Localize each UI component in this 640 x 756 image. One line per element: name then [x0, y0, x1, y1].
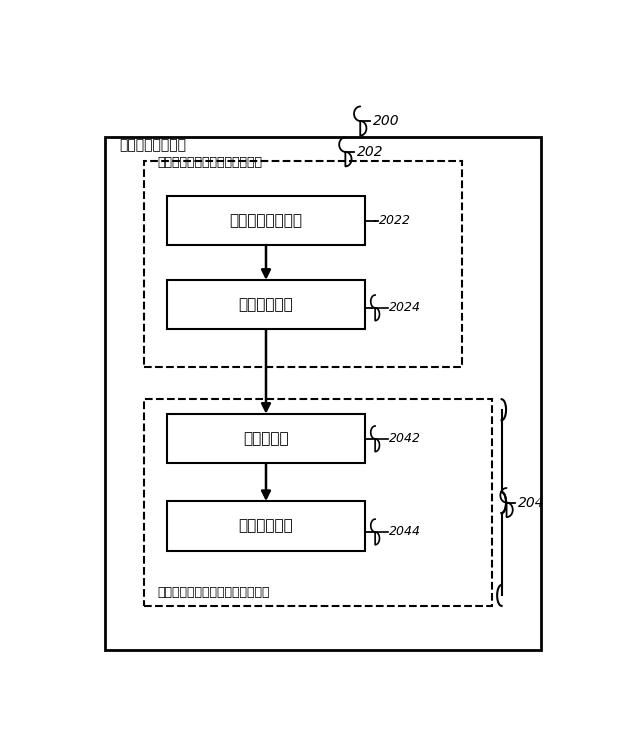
Text: 2044: 2044 — [389, 525, 421, 538]
Bar — [145, 399, 492, 606]
Text: 200: 200 — [372, 114, 399, 128]
Text: オーディオ・コンテンツ分類器: オーディオ・コンテンツ分類器 — [157, 156, 262, 169]
Text: 2022: 2022 — [379, 214, 411, 227]
Bar — [167, 280, 365, 330]
Text: オーディオ・コンテキスト分類器: オーディオ・コンテキスト分類器 — [157, 586, 269, 599]
Bar — [167, 414, 365, 463]
Text: 2024: 2024 — [389, 302, 421, 314]
Bar — [145, 160, 462, 367]
Text: 204: 204 — [518, 496, 545, 510]
Text: 統計抜出器: 統計抜出器 — [243, 431, 289, 446]
Text: 202: 202 — [356, 145, 383, 159]
Bar — [105, 138, 541, 649]
Text: 長期的分類器: 長期的分類器 — [239, 519, 293, 533]
Text: 2042: 2042 — [389, 432, 421, 445]
Bar — [167, 501, 365, 550]
Text: 短期的分類器: 短期的分類器 — [239, 297, 293, 312]
Bar — [167, 196, 365, 245]
Text: 短期的特徴抜出器: 短期的特徴抜出器 — [230, 212, 303, 228]
Text: オーディオ分類器: オーディオ分類器 — [120, 138, 187, 152]
